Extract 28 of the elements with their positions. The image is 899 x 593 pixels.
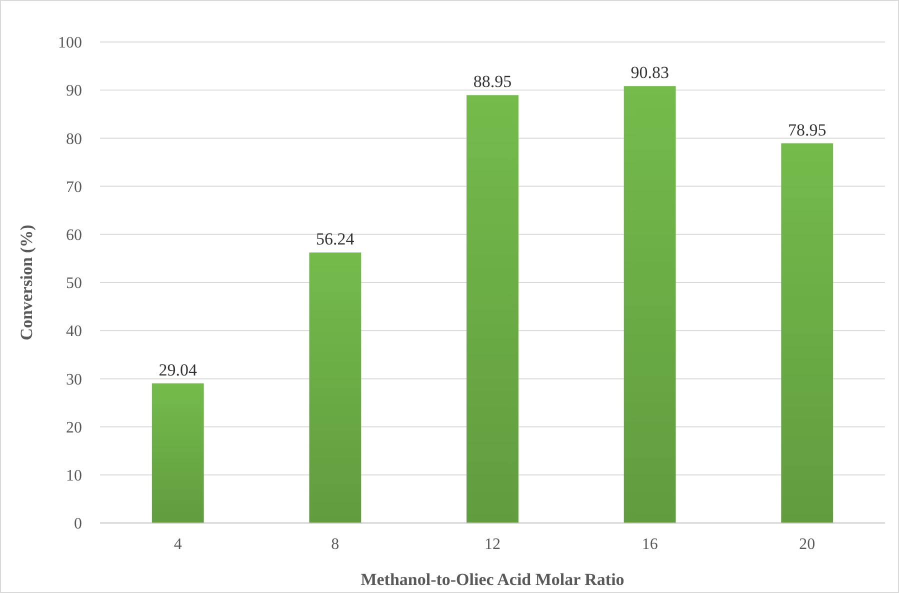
bar — [152, 383, 204, 523]
y-tick-label: 50 — [66, 275, 82, 292]
y-tick-label: 60 — [66, 227, 82, 244]
y-tick-label: 90 — [66, 82, 82, 100]
y-tick-label: 0 — [74, 516, 82, 533]
data-label: 78.95 — [788, 120, 826, 140]
x-tick-label: 8 — [331, 536, 340, 553]
y-tick-label: 20 — [66, 419, 82, 436]
x-axis-title: Methanol-to-Oliec Acid Molar Ratio — [360, 570, 624, 589]
y-tick-label: 80 — [66, 130, 82, 148]
x-tick-label: 16 — [642, 536, 658, 553]
data-label: 90.83 — [630, 63, 669, 82]
y-tick-label: 30 — [66, 371, 82, 388]
y-tick-label: 100 — [58, 34, 82, 52]
data-label: 29.04 — [158, 360, 198, 380]
bar — [309, 252, 362, 523]
y-axis-title: Conversion (%) — [17, 224, 36, 340]
x-tick-label: 4 — [174, 536, 182, 553]
x-tick-label: 20 — [799, 536, 816, 553]
bar — [466, 95, 518, 523]
data-label: 88.95 — [473, 72, 512, 92]
y-tick-label: 40 — [66, 323, 82, 340]
bar — [624, 86, 676, 523]
bar — [781, 143, 834, 523]
y-tick-label: 10 — [66, 468, 82, 484]
y-tick-label: 70 — [66, 178, 82, 196]
data-label: 56.24 — [316, 229, 355, 248]
x-tick-label: 12 — [484, 536, 500, 553]
